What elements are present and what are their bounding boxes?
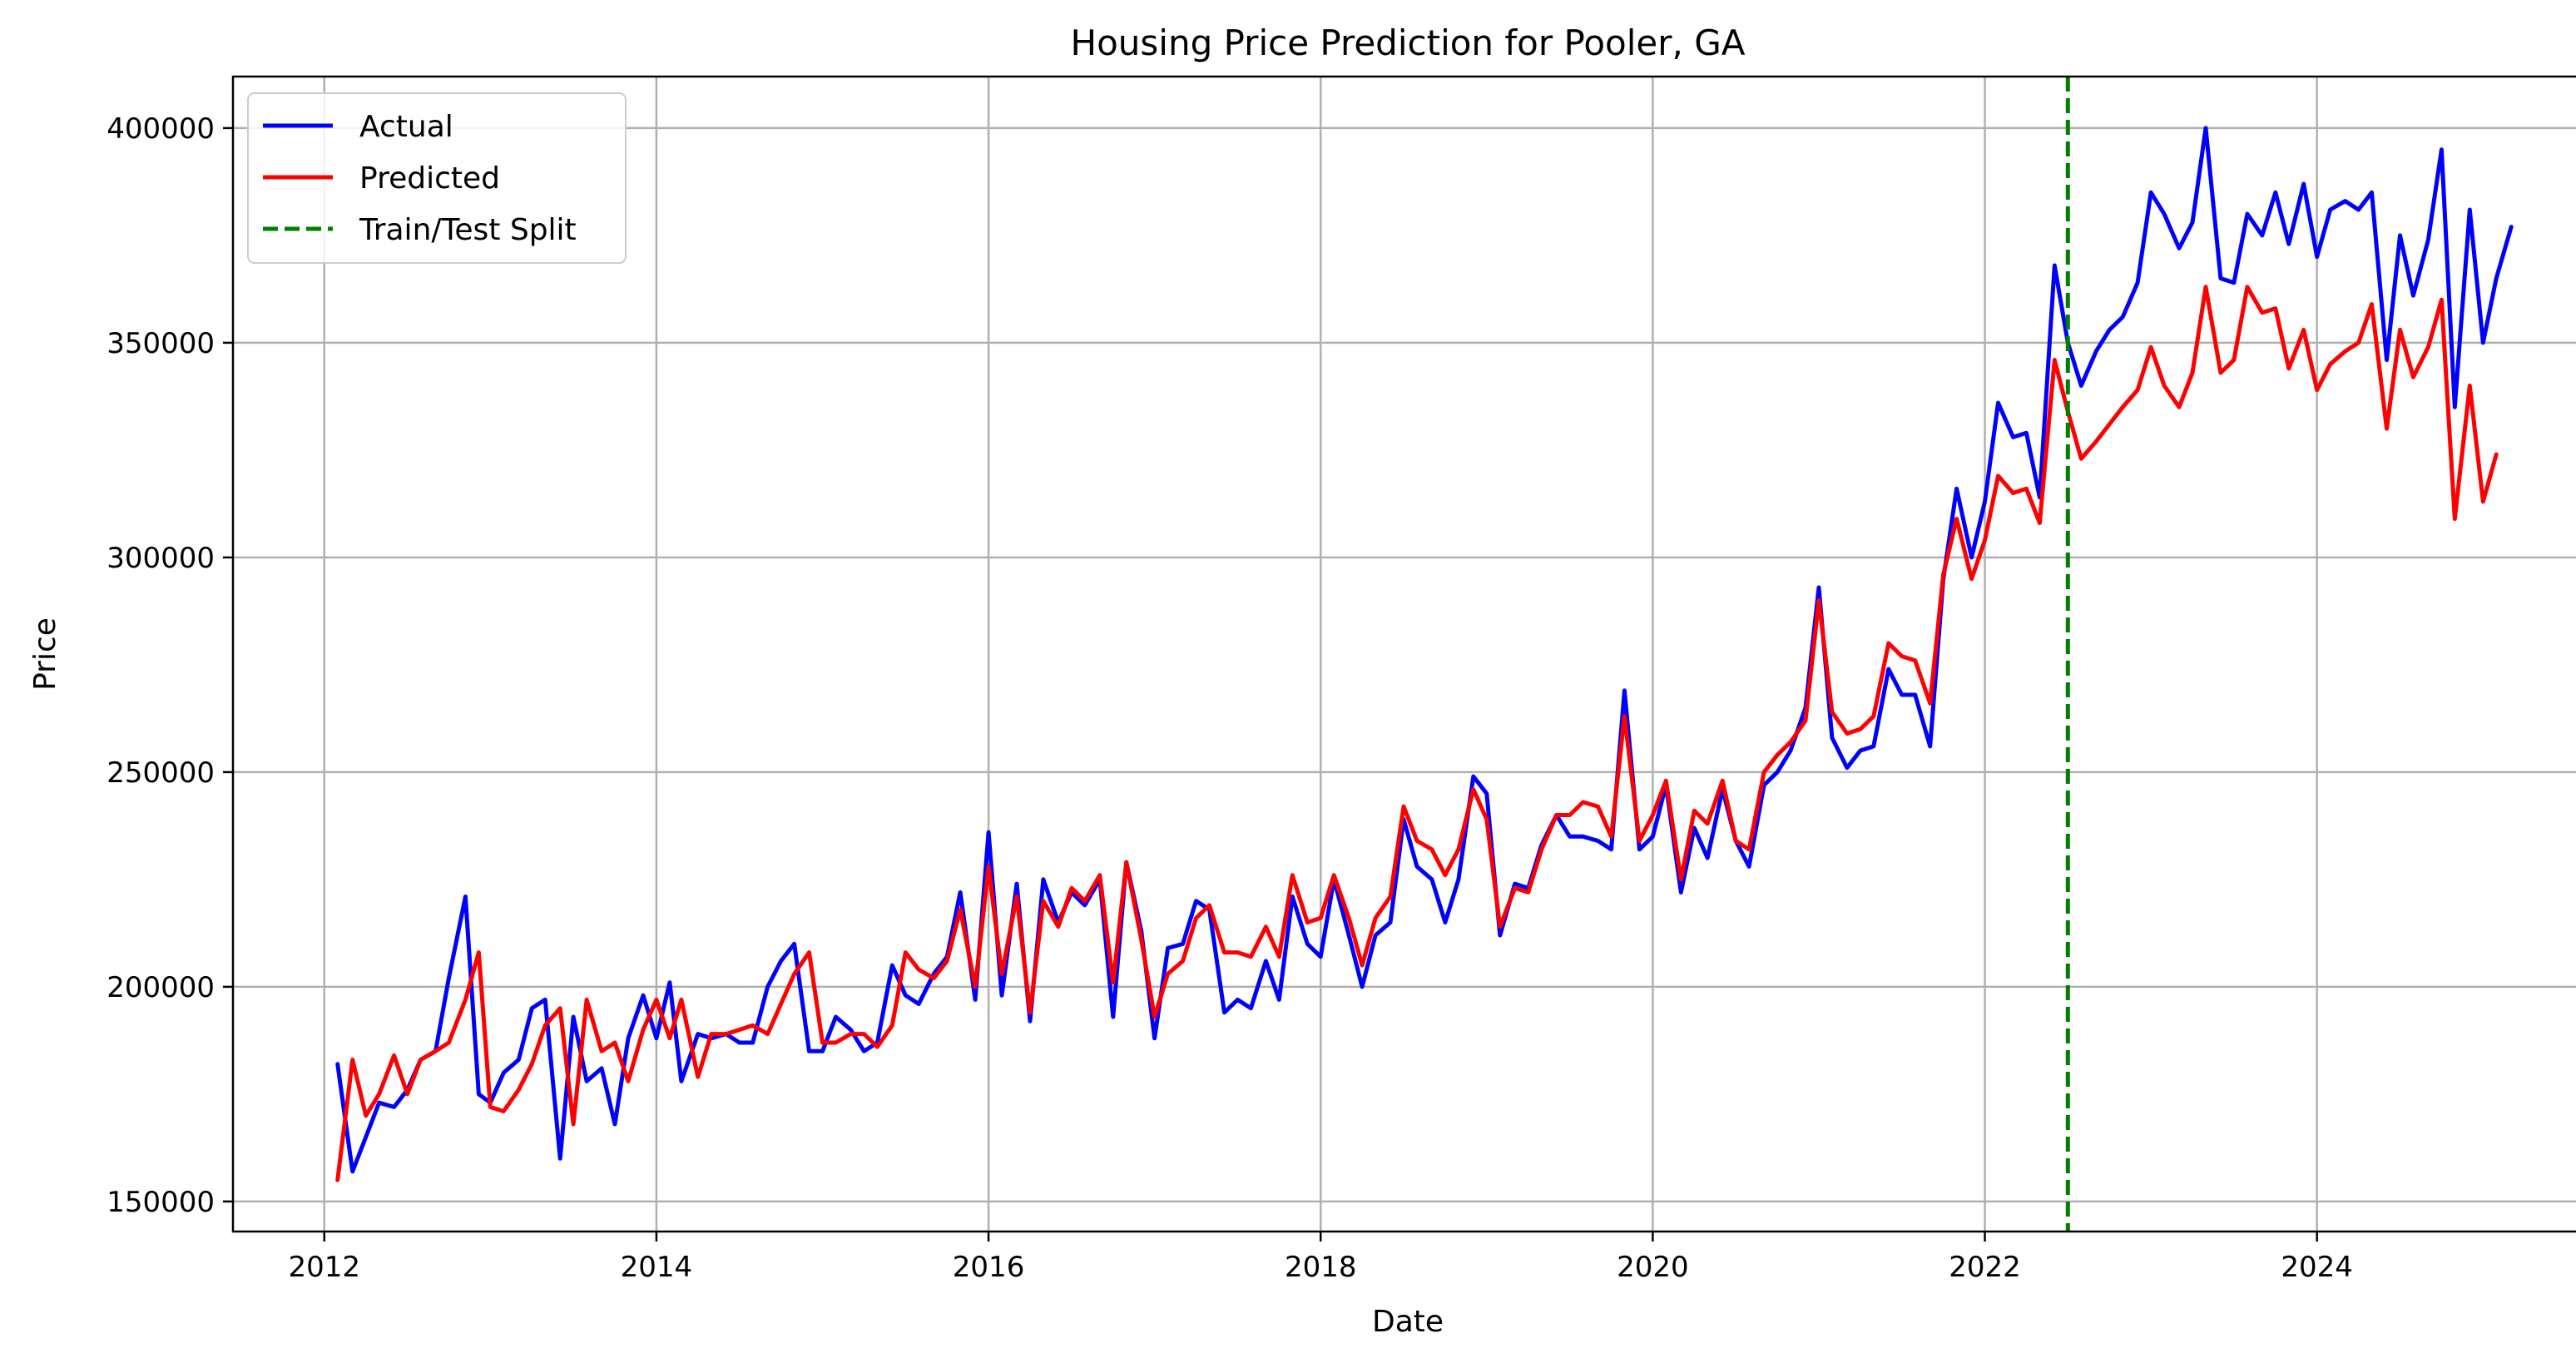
series-lines xyxy=(335,126,2514,1182)
y-axis-ticks: 150000 200000 250000 300000 350000 400000 xyxy=(107,112,233,1219)
x-tick-label: 2024 xyxy=(2281,1251,2353,1284)
x-tick-label: 2012 xyxy=(289,1251,361,1284)
y-tick-label: 150000 xyxy=(107,1186,215,1219)
legend-label-predicted: Predicted xyxy=(359,161,500,196)
y-tick-label: 200000 xyxy=(107,971,215,1004)
series-line-predicted xyxy=(335,285,2499,1182)
y-tick-label: 350000 xyxy=(107,327,215,360)
legend-label-actual: Actual xyxy=(359,110,453,144)
series-line-actual xyxy=(335,126,2514,1174)
x-tick-label: 2018 xyxy=(1285,1251,1357,1284)
y-tick-label: 400000 xyxy=(107,112,215,146)
chart-title: Housing Price Prediction for Pooler, GA xyxy=(1071,22,1746,63)
y-tick-label: 250000 xyxy=(107,756,215,790)
plot-frame xyxy=(231,75,2576,1233)
x-tick-label: 2016 xyxy=(953,1251,1025,1284)
x-tick-label: 2020 xyxy=(1617,1251,1689,1284)
x-tick-label: 2022 xyxy=(1949,1251,2021,1284)
x-tick-label: 2014 xyxy=(621,1251,693,1284)
x-axis-ticks: 2012 2014 2016 2018 2020 2022 2024 xyxy=(289,1232,2353,1284)
legend: Actual Predicted Train/Test Split xyxy=(247,92,627,264)
y-tick-label: 300000 xyxy=(107,542,215,575)
legend-box xyxy=(247,92,627,264)
legend-label-split: Train/Test Split xyxy=(359,213,577,247)
x-axis-label: Date xyxy=(1372,1305,1444,1339)
grid xyxy=(233,77,2576,1232)
y-axis-label: Price xyxy=(28,617,62,691)
